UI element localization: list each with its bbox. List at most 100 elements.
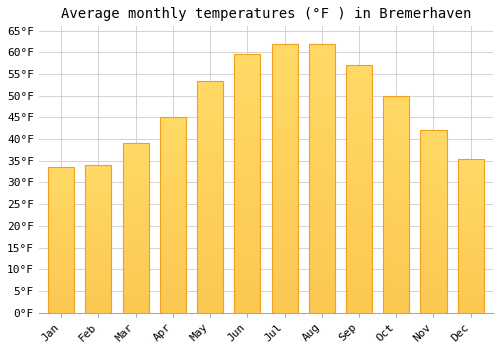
Bar [48,223,74,225]
Bar [346,238,372,243]
Bar [197,229,223,234]
Bar [197,183,223,187]
Bar [86,310,112,313]
Bar [383,156,409,161]
Bar [122,150,148,154]
Bar [160,188,186,191]
Bar [197,136,223,141]
Bar [420,185,446,189]
Bar [48,182,74,185]
Bar [48,254,74,257]
Bar [48,272,74,275]
Bar [308,291,335,296]
Bar [458,257,483,260]
Bar [197,220,223,224]
Bar [458,254,483,257]
Bar [86,307,112,310]
Bar [197,146,223,150]
Bar [346,268,372,273]
Bar [86,192,112,195]
Bar [48,185,74,188]
Bar [122,170,148,174]
Bar [234,266,260,271]
Bar [48,190,74,194]
Bar [272,291,297,296]
Bar [346,224,372,229]
Bar [160,211,186,215]
Bar [308,243,335,248]
Bar [458,270,483,273]
Bar [420,251,446,254]
Bar [86,268,112,271]
Bar [308,189,335,194]
Bar [86,224,112,227]
Bar [272,243,297,248]
Bar [197,201,223,206]
Bar [197,308,223,313]
Bar [48,281,74,284]
Bar [346,214,372,219]
Bar [197,271,223,275]
Bar [346,164,372,169]
Bar [122,292,148,296]
Bar [86,168,112,171]
Bar [420,203,446,207]
Bar [346,90,372,95]
Bar [86,230,112,233]
Bar [308,130,335,135]
Bar [272,108,297,113]
Bar [383,131,409,135]
Bar [308,76,335,81]
Bar [86,183,112,186]
Bar [86,201,112,203]
Bar [383,282,409,287]
Bar [197,252,223,257]
Bar [308,103,335,108]
Bar [308,270,335,275]
Bar [160,266,186,270]
Bar [48,214,74,217]
Bar [346,115,372,120]
Bar [86,292,112,295]
Bar [160,262,186,266]
Bar [48,284,74,286]
Bar [383,260,409,265]
Bar [308,65,335,71]
Bar [234,106,260,111]
Bar [383,243,409,247]
Bar [86,277,112,280]
Bar [346,209,372,214]
Bar [48,260,74,263]
Bar [197,178,223,183]
Bar [383,200,409,204]
Bar [86,197,112,201]
Bar [420,276,446,280]
Bar [197,108,223,113]
Bar [272,296,297,302]
Bar [122,177,148,181]
Bar [197,224,223,229]
Bar [272,44,297,313]
Bar [160,270,186,274]
Bar [383,187,409,191]
Bar [122,187,148,191]
Bar [234,163,260,168]
Bar [272,178,297,183]
Bar [86,274,112,277]
Bar [48,234,74,237]
Bar [308,167,335,173]
Bar [308,264,335,270]
Bar [197,132,223,136]
Bar [234,194,260,199]
Bar [420,309,446,313]
Bar [160,203,186,207]
Bar [383,256,409,260]
Bar [86,165,112,168]
Bar [458,273,483,276]
Bar [420,134,446,138]
Bar [86,212,112,215]
Bar [86,260,112,262]
Bar [160,246,186,250]
Bar [383,300,409,304]
Bar [308,178,335,183]
